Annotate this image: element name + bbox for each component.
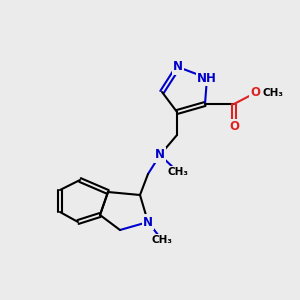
- Text: N: N: [155, 148, 165, 161]
- Text: CH₃: CH₃: [167, 167, 188, 177]
- Text: CH₃: CH₃: [152, 235, 172, 245]
- Text: N: N: [143, 215, 153, 229]
- Text: CH₃: CH₃: [262, 88, 284, 98]
- Text: NH: NH: [197, 71, 217, 85]
- Text: O: O: [250, 86, 260, 100]
- Text: O: O: [229, 121, 239, 134]
- Text: N: N: [173, 61, 183, 74]
